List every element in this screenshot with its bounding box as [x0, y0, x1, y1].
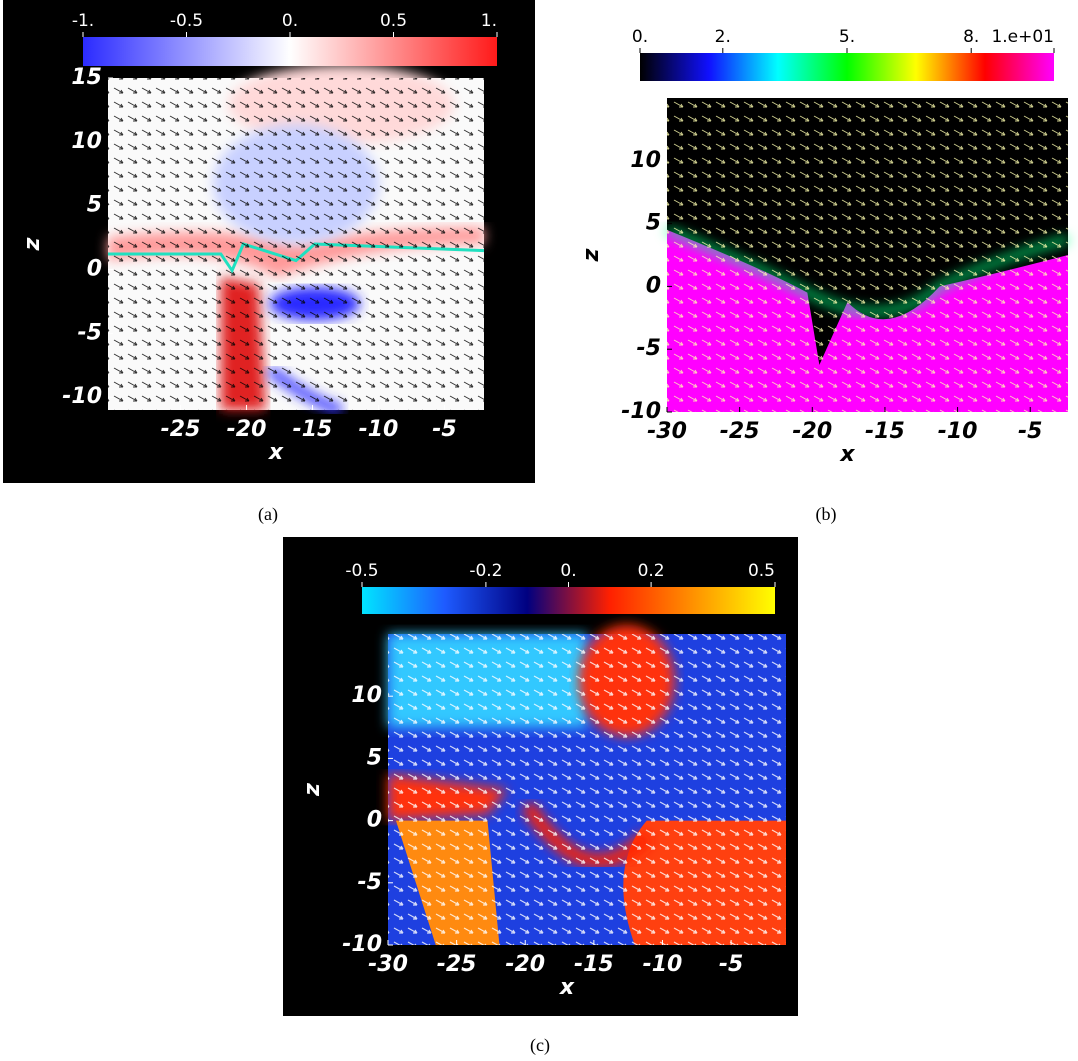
- colorbar: [362, 587, 775, 614]
- colorbar: [83, 37, 497, 66]
- x-tick-label: -5: [719, 952, 743, 977]
- y-tick-label: -10: [621, 399, 661, 424]
- colorbar-tick-label: 1.e+01: [991, 27, 1054, 47]
- y-tick-label: -5: [358, 870, 382, 895]
- y-tick-label: 0: [367, 808, 382, 833]
- x-tick-label: -15: [574, 952, 614, 977]
- y-tick-label: 10: [71, 129, 102, 154]
- y-tick-label: 15: [71, 65, 102, 90]
- colorbar-tick-label: -0.5: [345, 561, 378, 581]
- x-tick-label: -25: [720, 419, 760, 444]
- colorbar-tick-label: 8.: [963, 27, 979, 47]
- caption: (b): [816, 504, 837, 525]
- y-axis-label: z: [579, 248, 604, 262]
- x-tick-label: -15: [865, 419, 905, 444]
- caption: (a): [258, 504, 278, 525]
- colorbar-tick-label: 1.: [481, 11, 497, 31]
- colorbar-tick-label: 0.: [632, 27, 648, 47]
- colorbar-tick-label: -1.: [72, 11, 94, 31]
- plot-area: [665, 98, 1069, 412]
- y-tick-label: 0: [87, 257, 102, 282]
- y-tick-label: 0: [646, 273, 661, 298]
- x-tick-label: -25: [161, 417, 201, 442]
- plot-area: [388, 624, 786, 945]
- x-axis-label: x: [559, 975, 575, 1000]
- colorbar-tick-label: 0.2: [638, 561, 665, 581]
- y-axis-label: z: [300, 783, 325, 797]
- colorbar-tick-label: -0.5: [170, 11, 203, 31]
- x-axis-label: x: [268, 440, 284, 465]
- x-tick-label: -10: [938, 419, 978, 444]
- vector-field: [388, 634, 786, 945]
- x-tick-label: -30: [368, 952, 408, 977]
- x-tick-label: -25: [437, 952, 477, 977]
- y-tick-label: -10: [342, 932, 382, 957]
- colorbar-tick-label: 0.: [560, 561, 576, 581]
- vector-field: [108, 78, 484, 410]
- y-tick-label: -5: [78, 320, 102, 345]
- x-tick-label: -10: [643, 952, 683, 977]
- colorbar-tick-label: 0.5: [380, 11, 407, 31]
- x-tick-label: -20: [792, 419, 832, 444]
- x-tick-label: -15: [293, 417, 333, 442]
- x-tick-label: -10: [359, 417, 399, 442]
- x-tick-label: -20: [227, 417, 267, 442]
- plot-area: [108, 64, 485, 415]
- x-axis-label: x: [839, 442, 855, 467]
- y-tick-label: 10: [351, 683, 382, 708]
- colorbar-tick-label: -0.2: [469, 561, 502, 581]
- y-tick-label: -10: [62, 384, 102, 409]
- colorbar: [640, 53, 1054, 81]
- colorbar-tick-label: 2.: [715, 27, 731, 47]
- vector-field: [667, 98, 1068, 412]
- y-tick-label: -5: [637, 336, 661, 361]
- y-axis-label: z: [20, 237, 45, 251]
- colorbar-tick-label: 0.: [282, 11, 298, 31]
- y-tick-label: 5: [646, 211, 661, 236]
- x-tick-label: -5: [432, 417, 456, 442]
- x-tick-label: -20: [505, 952, 545, 977]
- caption: (c): [530, 1035, 550, 1056]
- colorbar-tick-label: 5.: [839, 27, 855, 47]
- y-tick-label: 10: [630, 148, 661, 173]
- colorbar-tick-label: 0.5: [748, 561, 775, 581]
- x-tick-label: -30: [647, 419, 687, 444]
- x-tick-label: -5: [1018, 419, 1042, 444]
- y-tick-label: 5: [367, 745, 382, 770]
- y-tick-label: 5: [87, 193, 102, 218]
